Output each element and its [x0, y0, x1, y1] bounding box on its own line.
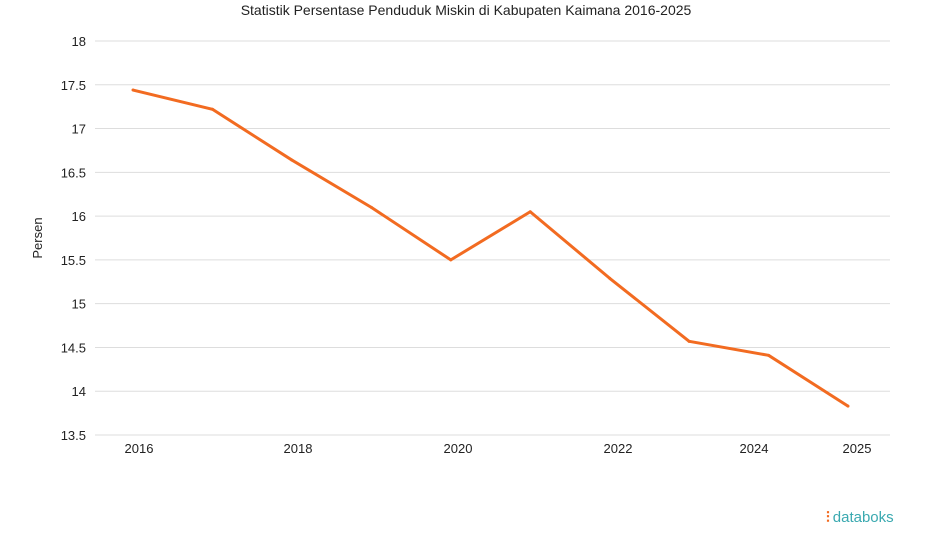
data-point[interactable]	[131, 88, 135, 92]
data-point[interactable]	[210, 107, 214, 111]
x-tick-label: 2018	[284, 441, 313, 456]
y-tick-label: 15	[72, 297, 86, 312]
brand-text: databoks	[832, 509, 894, 526]
data-point[interactable]	[767, 353, 771, 357]
series-line	[132, 88, 849, 408]
data-point[interactable]	[528, 210, 532, 214]
y-tick-label: 18	[72, 34, 86, 49]
data-point[interactable]	[369, 205, 373, 209]
data-point[interactable]	[846, 404, 850, 408]
x-tick-label: 2020	[444, 441, 473, 456]
chart-title: Statistik Persentase Penduduk Miskin di …	[241, 2, 692, 18]
y-tick-label: 13.5	[61, 428, 86, 443]
y-tick-label: 14.5	[61, 340, 86, 355]
y-tick-label: 16	[72, 209, 86, 224]
data-point[interactable]	[290, 158, 294, 162]
logo-icon: ⫶	[826, 509, 830, 526]
data-point[interactable]	[687, 339, 691, 343]
y-tick-label: 15.5	[61, 253, 86, 268]
y-tick-label: 17	[72, 122, 86, 137]
x-tick-label: 2024	[740, 441, 769, 456]
y-tick-label: 16.5	[61, 165, 86, 180]
y-axis-label: Persen	[30, 217, 45, 258]
x-tick-label: 2022	[604, 441, 633, 456]
x-tick-label: 2025	[843, 441, 872, 456]
y-tick-label: 17.5	[61, 78, 86, 93]
data-point[interactable]	[449, 258, 453, 262]
x-tick-label: 2016	[125, 441, 154, 456]
data-point[interactable]	[608, 276, 612, 280]
databoks-logo: ⫶ databoks	[826, 509, 894, 526]
y-tick-label: 14	[72, 384, 86, 399]
